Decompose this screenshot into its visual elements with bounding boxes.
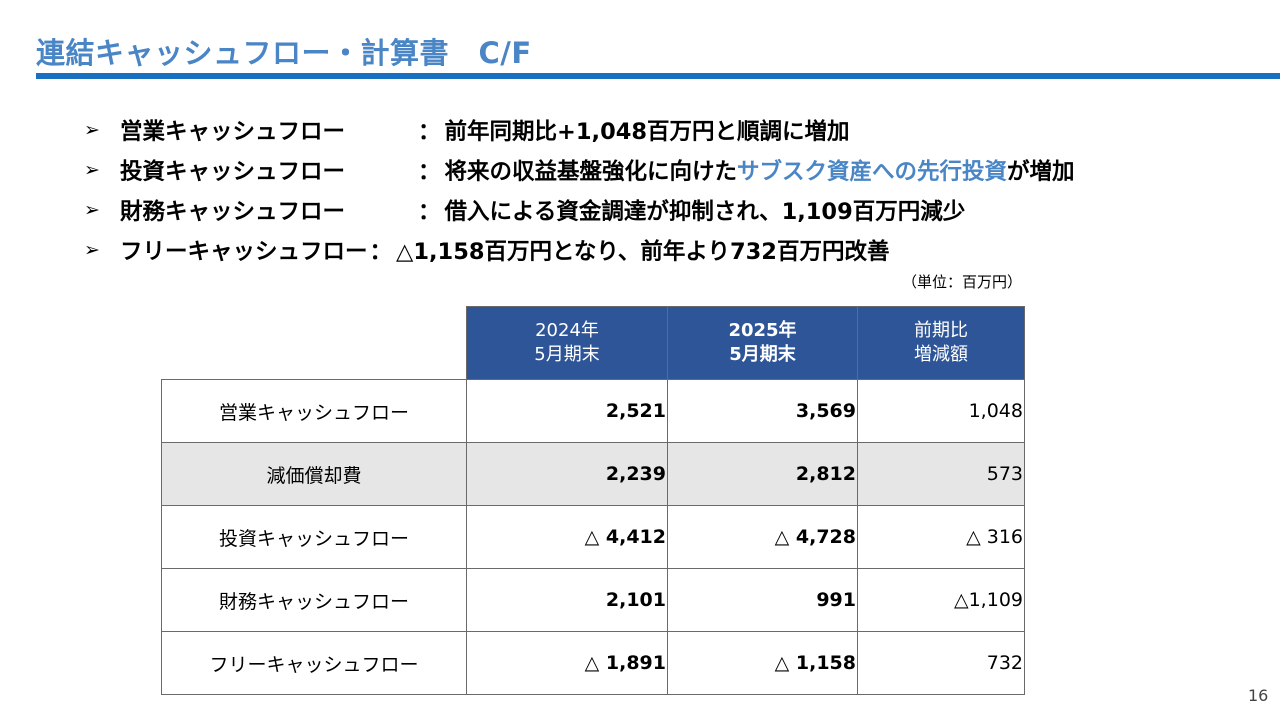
bullet-separator: ： — [418, 119, 441, 145]
header-fy2024: 2024年 5月期末 — [466, 306, 668, 380]
bullet-free-cf: ➢ フリーキャッシュフロー ： △1,158百万円となり、前年より732百万円改… — [84, 230, 1075, 270]
header-yoy-change: 前期比 増減額 — [857, 306, 1025, 380]
row-label: フリーキャッシュフロー — [161, 631, 467, 695]
header-line2: 5月期末 — [534, 344, 600, 365]
slide-title: 連結キャッシュフロー・計算書 C/F — [36, 36, 532, 70]
row-label: 減価償却費 — [161, 442, 467, 506]
page-number: 16 — [1248, 686, 1269, 705]
bullet-separator: ： — [418, 199, 441, 225]
value-change: △ 316 — [857, 505, 1025, 569]
bullet-investing-cf: ➢ 投資キャッシュフロー ： 将来の収益基盤強化に向けた サブスク資産への先行投資… — [84, 150, 1075, 190]
value-change: △1,109 — [857, 568, 1025, 632]
value-fy2025: 3,569 — [667, 379, 858, 443]
value-fy2024: 2,521 — [466, 379, 668, 443]
title-underline — [36, 73, 1280, 79]
value-change: 573 — [857, 442, 1025, 506]
table-row: 投資キャッシュフロー △ 4,412 △ 4,728 △ 316 — [161, 505, 1025, 569]
header-fy2025: 2025年 5月期末 — [667, 306, 858, 380]
bullet-separator: ： — [369, 239, 393, 265]
bullet-label: 営業キャッシュフロー — [120, 119, 346, 145]
bullet-text-tail: が増加 — [1007, 159, 1075, 185]
value-fy2025: △ 1,158 — [667, 631, 858, 695]
unit-note: （単位：百万円） — [902, 273, 1023, 291]
bullet-financing-cf: ➢ 財務キャッシュフロー ： 借入による資金調達が抑制され、1,109百万円減少 — [84, 190, 1075, 230]
header-blank-cell — [161, 306, 467, 380]
value-change: 732 — [857, 631, 1025, 695]
table-row: フリーキャッシュフロー △ 1,891 △ 1,158 732 — [161, 631, 1025, 695]
bullet-separator: ： — [418, 159, 441, 185]
bullet-text: 将来の収益基盤強化に向けた — [444, 159, 738, 185]
header-line1: 2025年 — [728, 320, 797, 341]
arrow-bullet-icon: ➢ — [84, 199, 100, 221]
value-fy2025: 991 — [667, 568, 858, 632]
cash-flow-table: 2024年 5月期末 2025年 5月期末 前期比増減額 営業キャッシュフロー 2,… — [161, 306, 1025, 695]
bullet-operating-cf: ➢ 営業キャッシュフロー ： 前年同期比+1,048百万円と順調に増加 — [84, 110, 1075, 150]
bullet-label: 投資キャッシュフロー — [120, 159, 346, 185]
summary-bullets: ➢ 営業キャッシュフロー ： 前年同期比+1,048百万円と順調に増加 ➢ 投資… — [84, 110, 1075, 270]
value-change: 1,048 — [857, 379, 1025, 443]
table-row: 減価償却費 2,239 2,812 573 — [161, 442, 1025, 506]
row-label: 財務キャッシュフロー — [161, 568, 467, 632]
arrow-bullet-icon: ➢ — [84, 239, 100, 261]
bullet-text: 前年同期比+1,048百万円と順調に増加 — [444, 119, 850, 145]
value-fy2024: 2,239 — [466, 442, 668, 506]
bullet-text: 借入による資金調達が抑制され、1,109百万円減少 — [444, 199, 966, 225]
header-line1: 前期比 — [914, 320, 968, 341]
bullet-label: フリーキャッシュフロー — [120, 239, 368, 265]
row-label: 投資キャッシュフロー — [161, 505, 467, 569]
value-fy2024: △ 4,412 — [466, 505, 668, 569]
header-line2: 5月期末 — [729, 344, 796, 365]
value-fy2025: 2,812 — [667, 442, 858, 506]
table-row: 営業キャッシュフロー 2,521 3,569 1,048 — [161, 379, 1025, 443]
arrow-bullet-icon: ➢ — [84, 159, 100, 181]
value-fy2025: △ 4,728 — [667, 505, 858, 569]
bullet-text: △1,158百万円となり、前年より732百万円改善 — [396, 239, 890, 265]
arrow-bullet-icon: ➢ — [84, 119, 100, 141]
header-line1: 2024年 — [535, 320, 599, 341]
table-header-row: 2024年 5月期末 2025年 5月期末 前期比増減額 — [161, 306, 1025, 380]
value-fy2024: △ 1,891 — [466, 631, 668, 695]
bullet-highlight-text: サブスク資産への先行投資 — [737, 159, 1008, 185]
header-line2: 増減額 — [914, 344, 968, 365]
row-label: 営業キャッシュフロー — [161, 379, 467, 443]
value-fy2024: 2,101 — [466, 568, 668, 632]
bullet-label: 財務キャッシュフロー — [120, 199, 346, 225]
table-row: 財務キャッシュフロー 2,101 991 △1,109 — [161, 568, 1025, 632]
